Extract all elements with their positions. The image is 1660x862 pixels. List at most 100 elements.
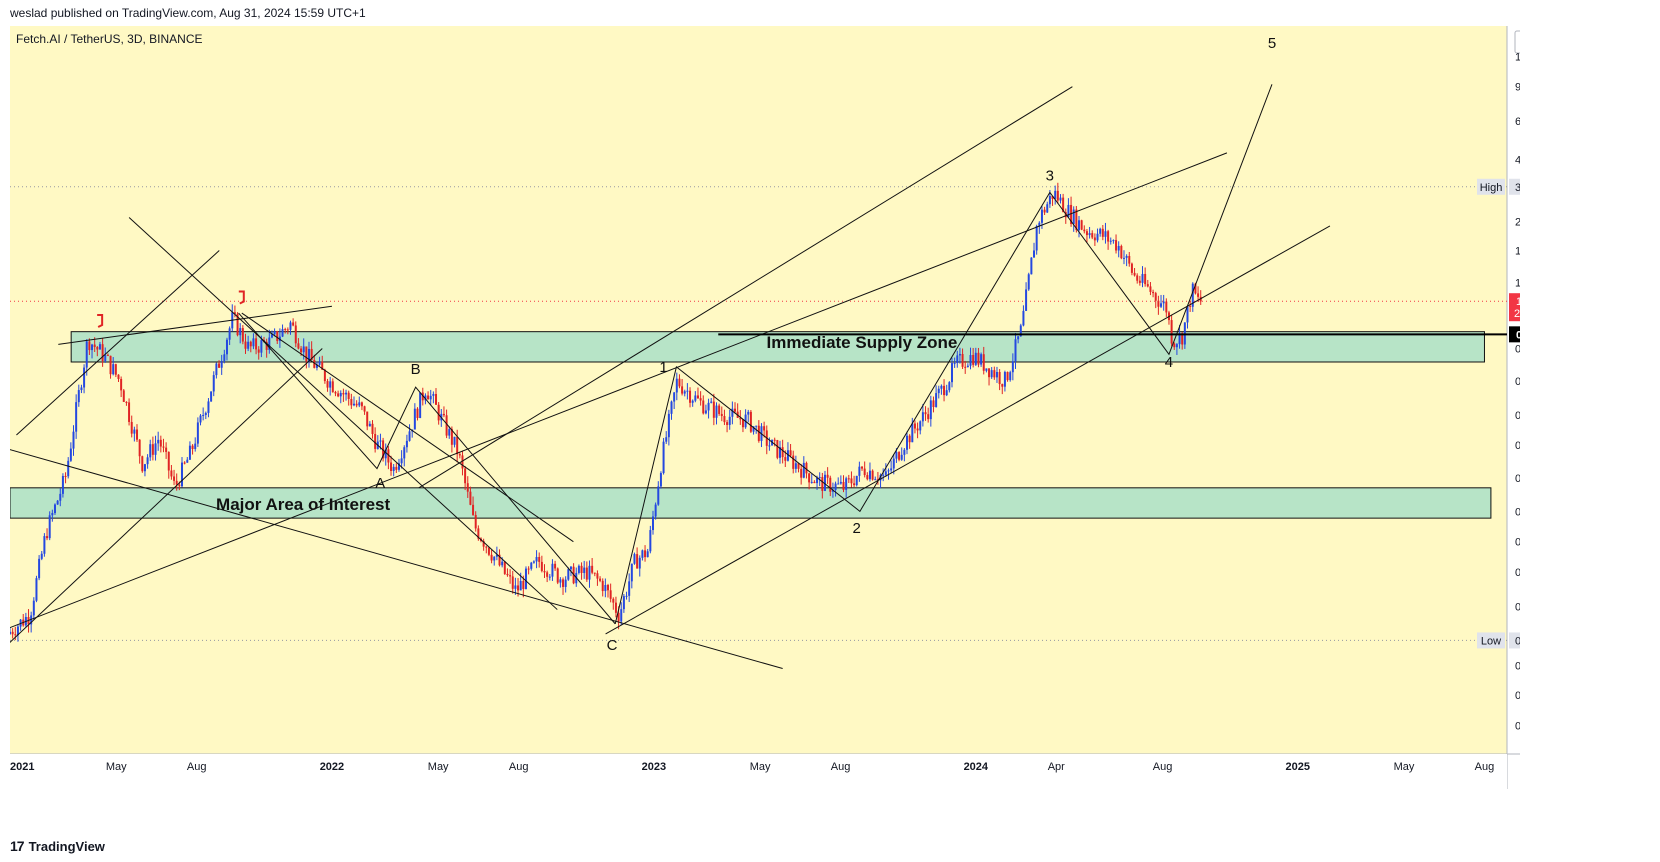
candle-body — [686, 390, 689, 392]
candle-body — [83, 367, 86, 388]
candle-body — [876, 479, 879, 481]
candle-body — [458, 454, 461, 456]
wave-label: 1 — [659, 359, 667, 376]
x-tick-label: Aug — [187, 761, 207, 773]
candle-body — [810, 481, 813, 483]
candle-body — [900, 454, 903, 460]
candle-body — [929, 400, 932, 420]
candle-body — [334, 392, 337, 394]
candle-body — [913, 423, 916, 429]
candle-body — [895, 452, 898, 459]
candle-body — [1062, 197, 1065, 213]
candle-body — [882, 474, 885, 476]
candle-body — [741, 419, 744, 428]
chart-area[interactable]: Immediate Supply Zone Major Area of Inter… — [10, 26, 1520, 789]
candle-body — [16, 626, 19, 636]
candle-body — [91, 344, 94, 351]
candle-body — [461, 455, 464, 469]
candle-body — [493, 556, 496, 561]
candle-body — [644, 550, 647, 558]
candle-body — [749, 411, 752, 432]
candle-body — [808, 473, 811, 483]
candle-body — [689, 390, 692, 403]
candle-body — [522, 580, 525, 590]
y-tick-label: 0.300 — [1515, 440, 1520, 452]
candle-body — [670, 401, 673, 414]
candle-body — [646, 551, 649, 558]
candle-body — [1011, 361, 1014, 373]
candle-body — [1191, 283, 1194, 307]
candle-body — [932, 400, 935, 407]
y-tick-label: 0.160 — [1515, 506, 1520, 518]
candle-body — [204, 412, 207, 416]
candle-body — [1043, 209, 1046, 213]
candle-body — [805, 462, 808, 474]
wave-label: 4 — [1165, 354, 1173, 371]
x-tick-label: 2023 — [642, 761, 666, 773]
marker-tag-label: High — [1480, 182, 1503, 194]
candle-body — [1003, 371, 1006, 387]
candle-body — [88, 341, 91, 351]
candle-body — [638, 557, 641, 569]
candle-body — [1165, 301, 1168, 313]
candle-body — [731, 408, 734, 417]
candle-body — [456, 436, 459, 455]
y-tick-label: 0.550 — [1515, 376, 1520, 388]
candle-body — [416, 408, 419, 418]
candle-body — [405, 440, 408, 448]
candle-body — [657, 486, 660, 505]
candle-body — [358, 402, 361, 406]
candle-body — [117, 374, 120, 379]
publish-info: weslad published on TradingView.com, Aug… — [10, 6, 366, 20]
candle-body — [59, 493, 62, 501]
current-price-value: 1.175 — [1516, 296, 1520, 308]
candle-body — [604, 584, 607, 592]
candle-body — [236, 313, 239, 336]
x-tick-label: 2024 — [964, 761, 989, 773]
candle-body — [130, 421, 133, 434]
candle-body — [903, 449, 906, 455]
candle-body — [1027, 274, 1030, 290]
candle-body — [773, 439, 776, 441]
candle-body — [950, 363, 953, 383]
candle-body — [241, 328, 244, 342]
candle-body — [1078, 220, 1081, 230]
candle-body — [995, 372, 998, 378]
x-tick-label: Apr — [1048, 761, 1065, 773]
candle-body — [1149, 286, 1152, 292]
candle-body — [141, 456, 144, 472]
candle-body — [1128, 255, 1131, 264]
candle-body — [821, 477, 824, 491]
price-chart[interactable]: Immediate Supply Zone Major Area of Inter… — [10, 26, 1520, 789]
candle-body — [326, 381, 329, 388]
candle-body — [1120, 245, 1123, 259]
candle-body — [429, 395, 432, 400]
candle-body — [551, 563, 554, 577]
candle-body — [659, 473, 662, 487]
y-tick-label: 0.120 — [1515, 537, 1520, 549]
candle-body — [617, 612, 620, 622]
marker-tag-bg — [1477, 178, 1505, 195]
candle-body — [273, 331, 276, 335]
candle-body — [776, 440, 779, 458]
candle-body — [355, 403, 358, 406]
candle-body — [350, 399, 353, 406]
candle-body — [14, 634, 17, 636]
candle-body — [196, 422, 199, 444]
candle-body — [40, 553, 43, 559]
candle-body — [1025, 289, 1028, 311]
marker-value-label: 0.047 — [1515, 635, 1520, 647]
candle-body — [1091, 233, 1094, 238]
candle-body — [188, 445, 191, 460]
x-tick-label: 2025 — [1285, 761, 1309, 773]
marker-value-bg — [1509, 178, 1520, 195]
candle-body — [596, 573, 599, 579]
trendline-2 — [10, 449, 783, 670]
candle-body — [289, 322, 292, 330]
candle-body — [530, 562, 533, 569]
candle-body — [564, 579, 567, 587]
candle-body — [858, 466, 861, 476]
candle-body — [347, 392, 350, 400]
candle-body — [352, 403, 355, 406]
candle-body — [318, 361, 321, 365]
